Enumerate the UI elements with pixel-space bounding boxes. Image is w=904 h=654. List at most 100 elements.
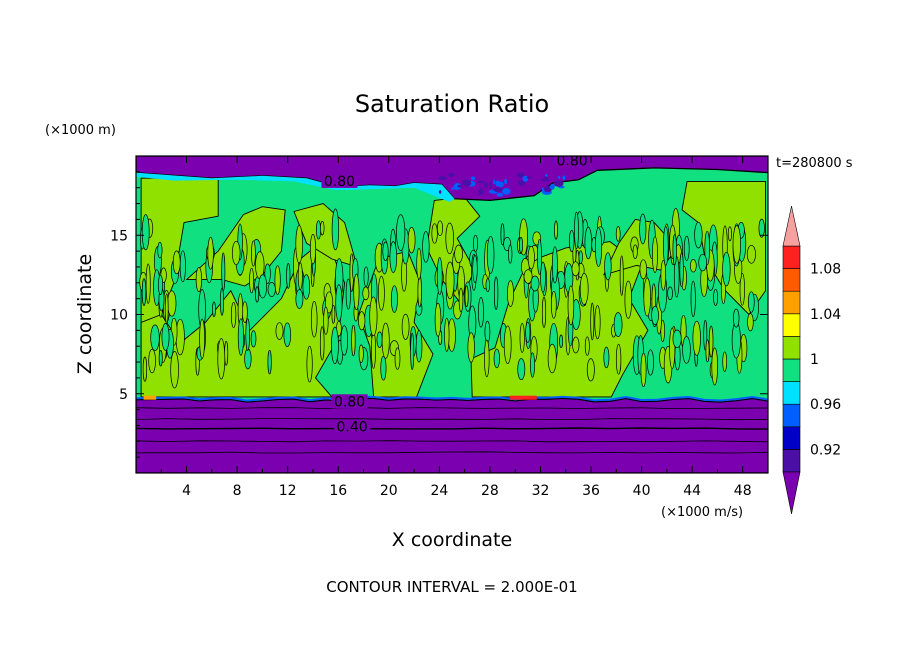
convective-cell: [320, 220, 325, 236]
convective-cell: [436, 257, 443, 296]
contour-label: 0.40: [337, 420, 368, 436]
convective-cell: [212, 301, 216, 317]
convective-cell: [672, 329, 682, 348]
convective-cell: [267, 282, 276, 297]
convective-cell: [167, 290, 177, 317]
y-tick-label: 10: [110, 308, 128, 324]
convective-cell: [242, 301, 248, 323]
dry-patch: [562, 175, 566, 181]
convective-cell: [258, 274, 268, 299]
convective-cell: [306, 345, 313, 383]
convective-cell: [319, 326, 325, 361]
convective-cell: [401, 313, 410, 340]
convective-cell: [264, 263, 271, 284]
convective-cell: [363, 266, 369, 287]
convective-cell: [604, 252, 612, 281]
convective-cell: [351, 324, 356, 357]
convective-cell: [417, 275, 422, 308]
convective-cell: [660, 259, 667, 291]
supersaturation-spot: [510, 395, 522, 400]
convective-cell: [382, 241, 389, 261]
convective-cell: [394, 347, 401, 370]
convective-cell: [732, 225, 741, 264]
dry-patch: [526, 176, 532, 179]
convective-cell: [389, 241, 398, 273]
convective-cell: [255, 286, 260, 303]
convective-cell: [672, 234, 677, 266]
x-tick-label: 24: [430, 483, 448, 499]
convective-cell: [713, 288, 719, 306]
convective-cell: [704, 230, 710, 266]
x-tick-label: 32: [532, 483, 550, 499]
isoline: [136, 440, 768, 443]
convective-cell: [574, 211, 579, 250]
convective-cell: [358, 311, 366, 331]
colorbar-label: 1.08: [810, 262, 841, 278]
convective-cell: [663, 226, 669, 266]
convective-cell: [572, 336, 580, 354]
isoline: [136, 407, 768, 410]
convective-cell: [309, 234, 317, 265]
convective-cell: [519, 236, 523, 254]
contour-label: 0.80: [557, 153, 588, 169]
convective-cell: [758, 218, 765, 238]
convective-cell: [519, 322, 525, 353]
convective-cell: [164, 293, 169, 324]
colorbar-bin: [782, 403, 801, 428]
convective-cell: [376, 331, 383, 348]
y-tick-label: 15: [110, 228, 128, 244]
convective-cell: [517, 358, 526, 381]
contour-label-background: [321, 173, 358, 188]
convective-cell: [444, 317, 450, 352]
convective-cell: [632, 244, 638, 259]
dry-patch: [478, 188, 484, 195]
convective-cell: [722, 251, 731, 287]
convective-cell: [217, 338, 226, 380]
convective-cell: [689, 259, 697, 273]
dry-patch: [549, 183, 555, 190]
convective-cell: [640, 352, 647, 388]
x-tick-label: 16: [329, 483, 347, 499]
convective-cell: [493, 276, 499, 310]
x-tick-label: 28: [481, 483, 499, 499]
supersaturation-spot: [143, 395, 157, 400]
x-tick-label: 40: [633, 483, 651, 499]
convective-cell: [708, 325, 714, 358]
convective-cell: [647, 349, 654, 376]
contour-label-background: [331, 394, 368, 409]
convective-cell: [615, 343, 622, 375]
convective-cell: [179, 250, 186, 283]
contour-label-background: [334, 419, 371, 434]
convective-cell: [362, 286, 370, 301]
convective-cell: [335, 284, 343, 322]
convective-cell: [485, 278, 491, 293]
colorbar-label: 1.04: [810, 307, 841, 323]
x-tick-label: 8: [233, 483, 242, 499]
convective-cell: [244, 348, 252, 370]
convective-cell: [472, 255, 478, 283]
convective-cell: [711, 347, 718, 386]
convective-cell: [345, 278, 351, 310]
supersaturation-spot: [521, 395, 537, 400]
dry-patch: [462, 179, 472, 187]
convective-cell: [571, 261, 580, 277]
convective-cell: [667, 286, 673, 301]
convective-cell: [295, 289, 304, 309]
colorbar-label: 1: [810, 352, 819, 368]
dry-patch: [541, 187, 544, 193]
dry-patch: [516, 172, 525, 178]
contour-label: 0.80: [324, 174, 355, 190]
convective-cell: [579, 273, 589, 305]
convective-cell: [207, 236, 214, 270]
convective-cell: [679, 252, 684, 288]
convective-cell: [747, 291, 755, 313]
convective-cell: [651, 305, 659, 325]
convective-cell: [416, 247, 422, 280]
colorbar: 0.92 0.96 1 1.04 1.08: [782, 205, 841, 515]
convective-cell: [594, 227, 603, 267]
convective-cell: [172, 250, 181, 275]
convective-cell: [590, 302, 595, 341]
convective-cell: [567, 285, 575, 326]
convective-cell: [157, 274, 164, 295]
convective-cell: [380, 355, 387, 381]
